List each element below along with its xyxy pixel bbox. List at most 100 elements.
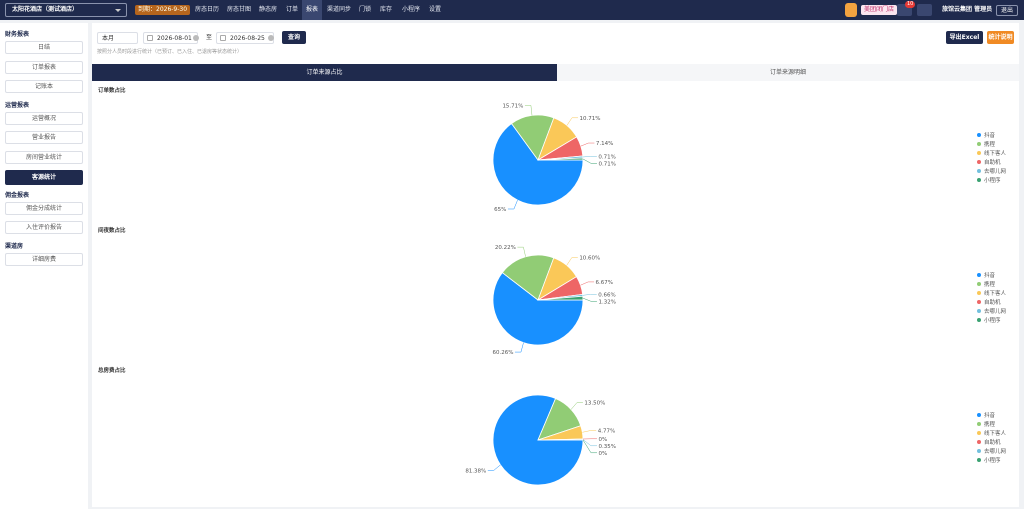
date-separator: 至 bbox=[206, 34, 213, 41]
chart-title: 间夜数占比 bbox=[98, 226, 126, 234]
legend-label: 小程序 bbox=[984, 176, 1001, 184]
group-title: 运营报表 bbox=[5, 101, 30, 109]
value-label: 0.35% bbox=[598, 444, 615, 450]
label-leader bbox=[582, 430, 597, 433]
end-date-value: 2026-08-25 bbox=[230, 35, 265, 42]
value-label: 10.60% bbox=[579, 256, 600, 262]
sidebar: 财务报表日结订单报表记账本运营报表运营概况营业报告房间营业统计 客源统计佣金报表佣… bbox=[0, 23, 88, 509]
period-value: 本月 bbox=[102, 35, 115, 42]
legend-label: 携程 bbox=[984, 140, 996, 148]
legend-label: 小程序 bbox=[984, 456, 1001, 464]
legend-label: 去哪儿网 bbox=[984, 447, 1007, 455]
store-button[interactable]: 美团闭门店 bbox=[861, 5, 898, 15]
menu-item[interactable]: 记账本 bbox=[5, 80, 83, 93]
value-label: 6.67% bbox=[596, 280, 613, 286]
pie-slice bbox=[492, 272, 584, 346]
label-leader bbox=[566, 117, 578, 126]
clear-icon[interactable] bbox=[268, 35, 274, 41]
pie-slice bbox=[537, 438, 584, 441]
label-leader bbox=[582, 158, 597, 164]
legend-swatch bbox=[977, 151, 981, 155]
value-label: 13.50% bbox=[584, 401, 605, 407]
nav-item[interactable]: 渠道同步 bbox=[327, 6, 352, 13]
legend-swatch bbox=[977, 309, 981, 313]
legend-swatch bbox=[977, 300, 981, 304]
period-select[interactable]: 本月 bbox=[97, 32, 138, 44]
group-title: 财务报表 bbox=[5, 31, 30, 38]
value-label: 4.77% bbox=[598, 429, 615, 435]
nav-item[interactable]: 房态日历 bbox=[195, 6, 220, 13]
legend-swatch bbox=[977, 458, 981, 462]
menu-item[interactable]: 日结 bbox=[5, 41, 83, 54]
legend-swatch bbox=[977, 178, 981, 182]
menu-item[interactable]: 客源统计 bbox=[5, 170, 83, 185]
nav-item[interactable]: 静态房 bbox=[259, 6, 278, 13]
label-leader bbox=[487, 464, 501, 471]
menu-item[interactable]: 订单报表 bbox=[5, 60, 83, 74]
value-label: 65% bbox=[494, 207, 506, 213]
legend-swatch bbox=[977, 142, 981, 146]
bell-button[interactable]: 10 bbox=[897, 1, 916, 16]
value-label: 15.71% bbox=[502, 103, 523, 109]
legend-swatch bbox=[977, 273, 981, 277]
query-button[interactable]: 查询 bbox=[282, 31, 306, 44]
help-button[interactable]: 统计说明 bbox=[987, 31, 1014, 44]
nav-item[interactable]: 门锁 bbox=[359, 6, 372, 13]
user-name: 旅馆云集团 管理员 bbox=[942, 6, 993, 13]
label-leader bbox=[582, 156, 597, 158]
legend-swatch bbox=[977, 431, 981, 435]
legend-label: 自助机 bbox=[984, 438, 1001, 446]
legend-label: 去哪儿网 bbox=[984, 167, 1007, 175]
message-button[interactable] bbox=[917, 4, 932, 16]
notification-badge: 10 bbox=[905, 1, 916, 8]
calendar-icon bbox=[220, 35, 226, 41]
export-button[interactable]: 导出Excel bbox=[946, 31, 983, 44]
menu-item[interactable]: 佣金分成统计 bbox=[5, 201, 83, 215]
label-leader bbox=[582, 294, 597, 296]
legend-swatch bbox=[977, 282, 981, 286]
group-title: 佣金报表 bbox=[5, 191, 30, 199]
pie-slice bbox=[537, 157, 584, 161]
filter-note: 按照分人员时段进行统计（已预订、已入住、已退房等状态统计） bbox=[97, 49, 243, 55]
legend-label: 抖音 bbox=[984, 271, 996, 279]
legend-swatch bbox=[977, 160, 981, 164]
legend-swatch bbox=[977, 422, 981, 426]
nav-item[interactable]: 小程序 bbox=[402, 6, 421, 13]
expiry-badge: 到期：2026-9-30 bbox=[135, 5, 191, 15]
menu-item[interactable]: 入住评价报告 bbox=[5, 221, 83, 234]
pie-slice bbox=[501, 254, 555, 301]
top-nav: 太阳花酒店（测试酒店） 到期：2026-9-30 美团闭门店 10 旅馆云集团 … bbox=[0, 0, 1024, 20]
nav-item[interactable]: 设置 bbox=[429, 6, 442, 13]
label-leader bbox=[517, 246, 526, 257]
hotel-select[interactable]: 太阳花酒店（测试酒店） bbox=[5, 3, 127, 17]
value-label: 60.26% bbox=[492, 350, 513, 356]
end-date[interactable]: 2026-08-25 bbox=[216, 32, 274, 44]
menu-item[interactable]: 房间营业统计 bbox=[5, 150, 83, 164]
hotel-name: 太阳花酒店（测试酒店） bbox=[12, 6, 79, 13]
calendar-icon bbox=[147, 35, 153, 41]
label-leader bbox=[570, 402, 583, 410]
label-leader bbox=[566, 257, 578, 266]
menu-item[interactable]: 营业报告 bbox=[5, 131, 83, 144]
tab-active[interactable]: 订单来源占比 bbox=[92, 64, 557, 81]
legend-label: 携程 bbox=[984, 280, 996, 288]
legend-swatch bbox=[977, 440, 981, 444]
menu-item[interactable]: 运营概况 bbox=[5, 111, 83, 125]
nav-item[interactable]: 库存 bbox=[380, 6, 393, 13]
legend-label: 抖音 bbox=[984, 131, 996, 139]
legend-swatch bbox=[977, 449, 981, 453]
menu-item[interactable]: 详细房费 bbox=[5, 252, 83, 266]
legend-swatch bbox=[977, 318, 981, 322]
value-label: 0.71% bbox=[598, 154, 615, 160]
nav-item[interactable]: 订单 bbox=[286, 6, 299, 13]
nav-item[interactable]: 报表 bbox=[302, 0, 323, 20]
label-leader bbox=[582, 439, 597, 447]
legend-label: 线下客人 bbox=[984, 289, 1007, 297]
legend-swatch bbox=[977, 133, 981, 137]
value-label: 0.71% bbox=[598, 161, 615, 167]
tab[interactable]: 订单来源明细 bbox=[557, 64, 1019, 81]
logout-button[interactable]: 退出 bbox=[996, 5, 1019, 16]
nav-item[interactable]: 房态甘图 bbox=[227, 6, 252, 13]
clear-icon[interactable] bbox=[193, 35, 199, 41]
